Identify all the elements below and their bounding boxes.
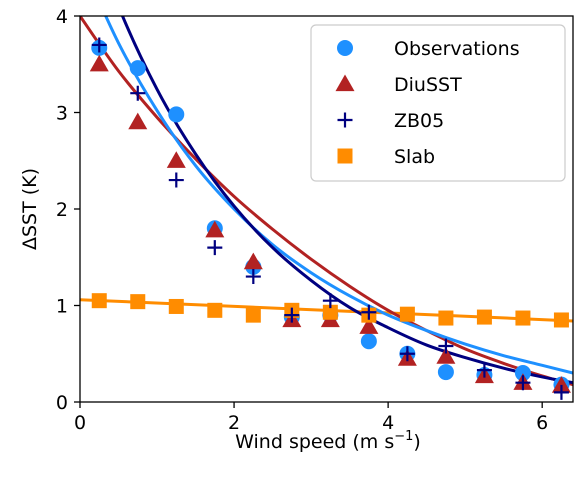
x-tick-label: 4 xyxy=(382,412,394,434)
y-tick-label: 0 xyxy=(56,392,68,414)
y-axis: 0 1 2 3 4 xyxy=(56,6,80,414)
fit-line-observations xyxy=(104,16,573,375)
data-point-zb05 xyxy=(207,240,223,256)
data-point-diusst xyxy=(359,317,379,334)
data-point-zb05 xyxy=(130,85,146,101)
legend-marker-diusst xyxy=(335,74,355,92)
data-point-slab xyxy=(168,298,184,314)
data-point-slab xyxy=(399,306,415,322)
data-point-zb05 xyxy=(553,384,569,400)
data-point-diusst xyxy=(205,220,225,238)
data-point-diusst xyxy=(551,376,571,393)
data-point-observations xyxy=(437,364,454,381)
data-point-slab xyxy=(207,302,223,318)
data-point-zb05 xyxy=(361,304,377,320)
data-point-slab xyxy=(515,310,531,326)
data-point-zb05 xyxy=(91,37,107,53)
y-tick-label: 3 xyxy=(56,103,68,125)
legend-marker-slab xyxy=(337,148,353,164)
fit-line-diusst xyxy=(80,16,573,387)
data-point-slab xyxy=(476,309,492,325)
data-point-diusst xyxy=(243,252,263,270)
data-point-slab xyxy=(91,293,107,309)
data-point-observations xyxy=(360,333,377,350)
data-point-diusst xyxy=(436,347,456,364)
data-point-diusst xyxy=(89,54,109,72)
data-point-slab xyxy=(322,304,338,320)
data-point-diusst xyxy=(128,112,148,130)
x-tick-label: 0 xyxy=(74,412,86,434)
data-point-slab xyxy=(130,294,146,310)
x-tick-label: 6 xyxy=(536,412,548,434)
y-tick-label: 4 xyxy=(56,6,68,28)
data-point-zb05 xyxy=(284,307,300,323)
data-point-slab xyxy=(553,312,569,328)
legend-label-diusst: DiuSST xyxy=(394,74,462,96)
data-point-slab xyxy=(438,310,454,326)
data-point-zb05 xyxy=(322,293,338,309)
data-point-slab xyxy=(245,307,261,323)
legend-label-observations: Observations xyxy=(394,38,520,60)
x-tick-label: 2 xyxy=(228,412,240,434)
data-point-observations xyxy=(168,106,185,123)
x-axis: 0 2 4 6 xyxy=(74,402,548,434)
legend-box xyxy=(310,24,566,182)
data-point-zb05 xyxy=(438,338,454,354)
y-tick-label: 1 xyxy=(56,296,68,318)
data-point-zb05 xyxy=(168,172,184,188)
legend-label-zb05: ZB05 xyxy=(394,110,444,132)
legend-marker-observations xyxy=(337,40,353,56)
data-point-diusst xyxy=(166,151,186,168)
data-point-zb05 xyxy=(515,375,531,391)
data-point-zb05 xyxy=(399,346,415,362)
data-point-zb05 xyxy=(245,269,261,285)
legend-label-slab: Slab xyxy=(394,146,435,168)
legend: Observations DiuSST ZB05 Slab xyxy=(310,24,566,182)
y-tick-label: 2 xyxy=(56,199,68,221)
data-point-observations xyxy=(514,365,531,382)
y-axis-label: ΔSST (K) xyxy=(19,168,41,250)
data-point-zb05 xyxy=(476,362,492,378)
data-markers xyxy=(89,37,571,400)
legend-marker-zb05 xyxy=(337,112,353,128)
data-point-observations xyxy=(129,60,146,77)
fit-line-zb05 xyxy=(120,16,573,385)
x-axis-label: Wind speed (m s−1) xyxy=(235,429,421,453)
